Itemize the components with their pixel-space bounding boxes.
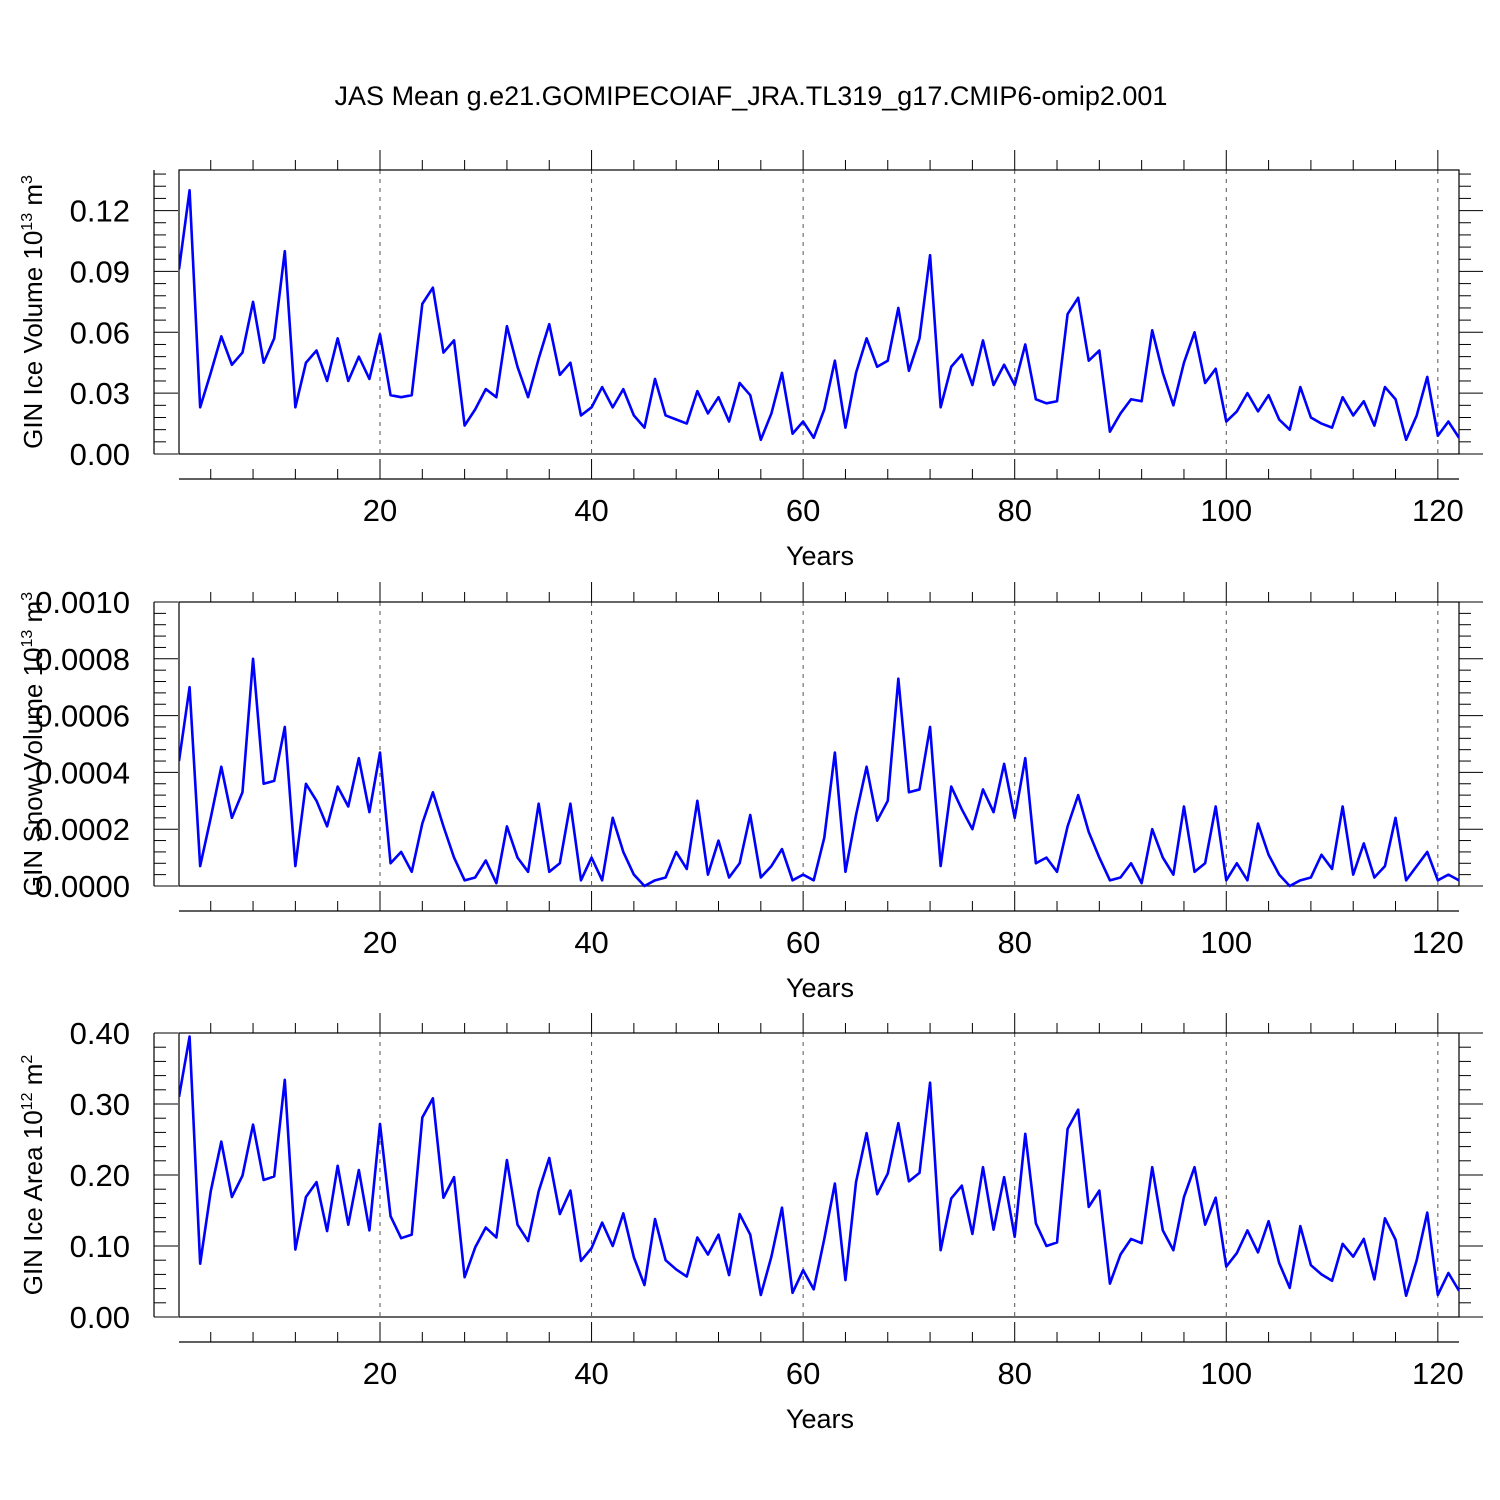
x-tick-label: 120 [1412, 925, 1464, 960]
y-tick-label: 0.0002 [35, 812, 130, 847]
x-tick-label: 60 [786, 493, 820, 528]
x-tick-label: 80 [997, 1356, 1031, 1391]
panel-ice-volume: 20 40 60 80 100 120 Years 0.00 0.03 0.06 0.09 0.12 G… [18, 150, 1483, 571]
x-tick-label: 40 [574, 925, 608, 960]
panel-snow-volume: 20 40 60 80 100 120 Years 0.0000 0.0002 0.0004 0.0… [18, 582, 1483, 1003]
y-tick-label: 0.06 [70, 315, 130, 350]
y-tick-label: 0.0000 [35, 869, 130, 904]
y-tick-label: 0.09 [70, 254, 130, 289]
series-line [179, 657, 1459, 888]
x-tick-label: 120 [1412, 1356, 1464, 1391]
y-axis-label: GIN Ice Area 1012 m2 [18, 1055, 48, 1296]
series-line [179, 188, 1459, 442]
y-tick-label: 0.30 [70, 1087, 130, 1122]
x-tick-label: 20 [363, 1356, 397, 1391]
plot-frame [178, 1032, 1460, 1318]
y-tick-label: 0.00 [70, 1300, 130, 1335]
y-tick-label: 0.03 [70, 376, 130, 411]
x-axis-label: Years [786, 973, 854, 1003]
panel-ice-area: 20 40 60 80 100 120 Years 0.00 0.10 0.20 0.30 0.40 G… [18, 1013, 1483, 1434]
y-tick-label: 0.10 [70, 1229, 130, 1264]
chart-title: JAS Mean g.e21.GOMIPECOIAF_JRA.TL319_g17… [335, 81, 1168, 111]
x-tick-label: 100 [1200, 925, 1252, 960]
y-tick-label: 0.0006 [35, 699, 130, 734]
y-tick-label: 0.0008 [35, 642, 130, 677]
y-axis-label: GIN Ice Volume 1013 m3 [18, 175, 48, 449]
x-tick-label: 20 [363, 493, 397, 528]
plot-frame [178, 601, 1460, 887]
plot-frame [178, 169, 1460, 455]
x-tick-label: 40 [574, 493, 608, 528]
x-tick-label: 80 [997, 493, 1031, 528]
x-tick-label: 60 [786, 925, 820, 960]
y-axis-label: GIN Snow Volume 1013 m3 [18, 592, 48, 896]
x-tick-label: 40 [574, 1356, 608, 1391]
x-axis-label: Years [786, 1404, 854, 1434]
x-tick-label: 100 [1200, 493, 1252, 528]
x-tick-label: 80 [997, 925, 1031, 960]
y-tick-label: 0.0004 [35, 755, 130, 790]
y-tick-label: 0.40 [70, 1016, 130, 1051]
x-tick-label: 20 [363, 925, 397, 960]
y-tick-label: 0.20 [70, 1158, 130, 1193]
x-tick-label: 60 [786, 1356, 820, 1391]
y-tick-label: 0.0010 [35, 585, 130, 620]
series-line [179, 1035, 1459, 1297]
x-tick-label: 120 [1412, 493, 1464, 528]
y-tick-label: 0.12 [70, 194, 130, 229]
x-tick-label: 100 [1200, 1356, 1252, 1391]
x-axis-label: Years [786, 541, 854, 571]
y-tick-label: 0.00 [70, 437, 130, 472]
